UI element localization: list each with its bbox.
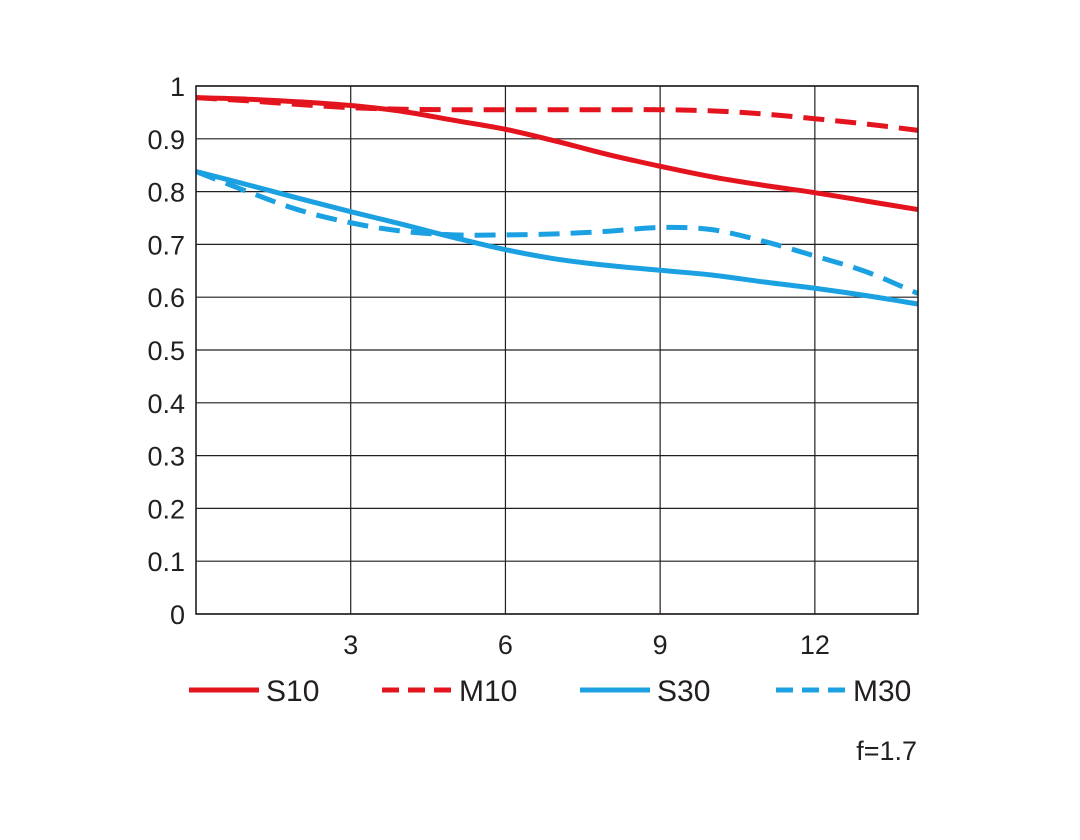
legend-item-m10: M10 [382, 675, 517, 708]
y-tick-label: 0.3 [147, 442, 185, 472]
x-tick-label: 6 [498, 630, 513, 660]
y-tick-label: 0 [170, 600, 185, 630]
legend: S10 M10 S30 M30 [189, 675, 911, 708]
y-tick-label: 0.6 [147, 283, 185, 313]
series-line-s30 [195, 169, 919, 307]
y-tick-label: 0.9 [147, 125, 185, 155]
y-tick-label: 0.5 [147, 336, 185, 366]
grid-layer [196, 85, 918, 615]
legend-label: M30 [853, 675, 911, 708]
legend-label: S10 [266, 675, 319, 708]
aperture-note: f=1.7 [856, 736, 917, 766]
legend-label: S30 [657, 675, 710, 708]
y-tick-label: 0.2 [147, 494, 185, 524]
legend-label: M10 [459, 675, 517, 708]
series-line-m30 [195, 169, 919, 296]
y-tick-label: 0.8 [147, 178, 185, 208]
plot-frame-layer [195, 85, 919, 615]
x-tick-label: 9 [653, 630, 668, 660]
axis-label-layer: 0 0.1 0.2 0.3 0.4 0.5 0.6 0.7 0.8 0.9 1 3 6 9 12 [147, 72, 829, 660]
legend-item-s10: S10 [189, 675, 319, 708]
legend-item-m30: M30 [776, 675, 911, 708]
legend-item-s30: S30 [580, 675, 710, 708]
y-tick-label: 0.1 [147, 547, 185, 577]
y-tick-label: 1 [170, 72, 185, 102]
x-tick-label: 12 [800, 630, 830, 660]
x-tick-label: 3 [343, 630, 358, 660]
series-line-m10 [195, 95, 919, 133]
series-layer [195, 95, 919, 307]
y-tick-label: 0.7 [147, 230, 185, 260]
y-tick-label: 0.4 [147, 389, 185, 419]
series-line-s10 [195, 95, 919, 213]
plot-frame [195, 85, 919, 615]
